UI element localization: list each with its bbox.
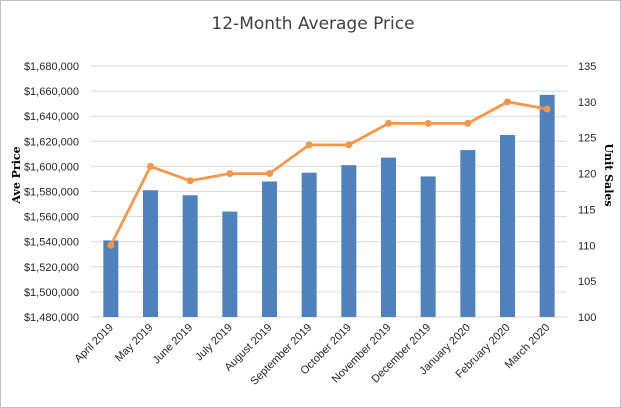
line-point (266, 170, 273, 178)
y2-tick-label: 130 (578, 97, 596, 109)
y2-tick-label: 100 (578, 312, 596, 324)
line-point (424, 119, 432, 127)
bar (182, 195, 198, 317)
y-tick-label: $1,480,000 (24, 312, 79, 324)
y-tick-label: $1,560,000 (24, 212, 79, 224)
y-tick-label: $1,580,000 (24, 187, 79, 199)
unit-sales-line (109, 100, 548, 246)
line-point (226, 170, 234, 178)
line-point (464, 119, 472, 127)
bar (500, 135, 515, 317)
bar (262, 181, 277, 317)
line-point (385, 119, 392, 127)
line-point (345, 141, 353, 149)
left-axis-ticks: $1,480,000 $1,500,000 $1,520,000 $1,540,000… (24, 61, 79, 324)
right-axis-ticks: 100 105 110 115 120 125 130 135 (578, 61, 596, 324)
y-tick-label: $1,520,000 (24, 262, 79, 274)
y2-tick-label: 135 (578, 61, 596, 73)
bar (103, 240, 119, 317)
line-point (543, 105, 551, 113)
y-tick-label: $1,540,000 (24, 237, 79, 249)
line-series (107, 98, 551, 249)
x-tick-label: April 2019 (72, 322, 116, 366)
y-tick-label: $1,620,000 (24, 136, 79, 148)
bar (222, 211, 238, 317)
y-tick-label: $1,660,000 (24, 86, 79, 98)
y2-tick-label: 105 (578, 276, 596, 288)
y2-tick-label: 125 (578, 133, 596, 145)
bar (420, 176, 436, 317)
y-tick-label: $1,680,000 (24, 61, 79, 73)
bar (143, 190, 158, 317)
y-tick-label: $1,640,000 (24, 111, 79, 123)
y-tick-label: $1,500,000 (24, 287, 79, 299)
line-point (107, 241, 115, 249)
gridlines (91, 65, 567, 318)
bar (460, 150, 476, 317)
bar (301, 172, 317, 317)
bar (381, 157, 396, 317)
x-tick-label: June 2019 (150, 322, 195, 367)
y-axis-title: Ave Price (10, 146, 23, 204)
y2-tick-label: 120 (578, 169, 596, 181)
bar (539, 94, 555, 318)
chart-title: 12-Month Average Price (211, 14, 414, 34)
y-tick-label: $1,600,000 (24, 161, 79, 173)
y2-tick-label: 115 (578, 204, 596, 216)
bar-series (103, 94, 555, 318)
line-point (186, 177, 194, 185)
bar (341, 165, 357, 317)
y2-tick-label: 110 (578, 240, 596, 252)
line-point (147, 162, 154, 170)
line-point (504, 98, 511, 106)
x-tick-label: July 2019 (193, 322, 235, 364)
line-point (305, 141, 313, 149)
y2-axis-title: Unit Sales (602, 143, 615, 206)
